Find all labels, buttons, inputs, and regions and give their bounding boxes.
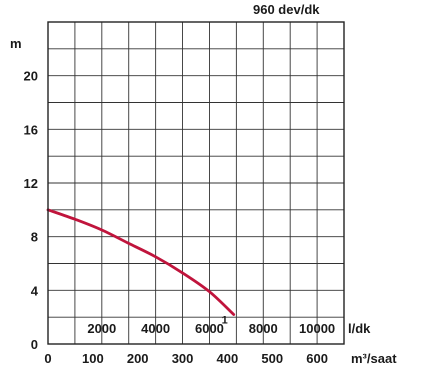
y-axis-unit-label: m (10, 36, 22, 51)
plot-frame (47, 21, 345, 345)
x-tick-label-secondary: 100 (82, 351, 104, 366)
y-tick-label: 0 (31, 337, 38, 352)
x-tick-label-primary: 10000 (299, 321, 335, 336)
y-tick-labels: 0 4 8 12 16 20 (24, 69, 39, 352)
y-tick-label: 20 (24, 69, 38, 84)
x-tick-label-secondary: 600 (306, 351, 328, 366)
y-tick-label: 16 (24, 122, 38, 137)
y-tick-label: 4 (31, 283, 39, 298)
x-tick-labels: 2000 4000 6000 8000 10000 0 100 200 300 400 500 600 (44, 321, 335, 366)
y-tick-label: 8 (31, 230, 38, 245)
x-tick-label-primary: 4000 (141, 321, 170, 336)
x-axis-primary-unit-label: l/dk (348, 321, 371, 336)
x-tick-label-secondary: 0 (44, 351, 51, 366)
x-tick-label-primary: 2000 (87, 321, 116, 336)
x-tick-label-secondary: 300 (172, 351, 194, 366)
series-label: 1 (222, 314, 228, 326)
x-tick-label-secondary: 500 (261, 351, 283, 366)
x-tick-label-primary: 8000 (249, 321, 278, 336)
series-layer: 1 (46, 208, 236, 326)
y-tick-label: 12 (24, 176, 38, 191)
chart-title: 960 dev/dk (253, 2, 320, 17)
series-line (46, 208, 236, 316)
x-axis-secondary-unit-label: m³/saat (351, 351, 397, 366)
grid (48, 22, 344, 344)
x-tick-label-primary: 6000 (195, 321, 224, 336)
x-tick-label-secondary: 200 (127, 351, 149, 366)
x-tick-label-secondary: 400 (217, 351, 239, 366)
